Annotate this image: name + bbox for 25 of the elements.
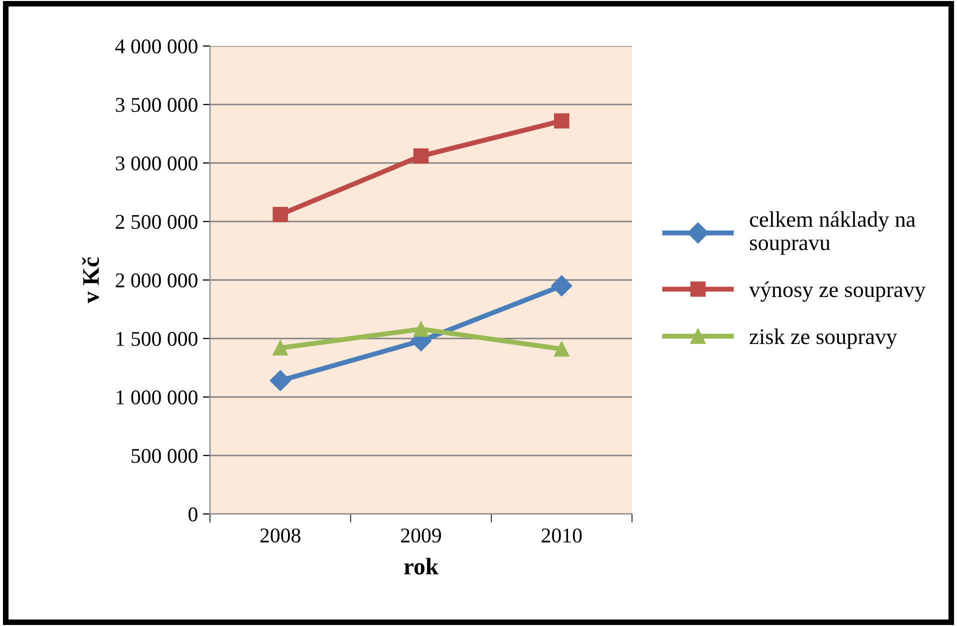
point <box>413 148 429 164</box>
legend-label: celkem náklady na soupravu <box>750 211 916 255</box>
x-tick-label: 2008 <box>260 528 300 543</box>
x-axis-title: rok <box>404 558 438 575</box>
y-tick-label: 0 <box>188 507 198 522</box>
legend-label: výnosy ze soupravy <box>749 281 926 302</box>
x-tick-label: 2010 <box>542 528 582 543</box>
point <box>272 340 288 356</box>
y-axis-title: v Kč <box>82 257 99 304</box>
y-tick-label: 1 000 000 <box>116 390 198 404</box>
x-tick-label: 2009 <box>401 528 441 543</box>
y-tick-label: 4 000 000 <box>115 39 198 54</box>
point <box>413 322 429 337</box>
y-tick-label: 3 000 000 <box>116 156 198 170</box>
y-tick-label: 500 000 <box>132 448 198 463</box>
point <box>554 341 570 357</box>
point <box>270 370 291 392</box>
point <box>272 206 288 222</box>
point <box>554 113 570 129</box>
y-tick-label: 1 500 000 <box>116 332 198 346</box>
legend-label: zisk ze soupravy <box>750 328 898 349</box>
y-tick-label: 3 500 000 <box>116 98 198 112</box>
point <box>551 275 572 296</box>
y-tick-label: 2 000 000 <box>116 273 198 288</box>
y-tick-label: 2 500 000 <box>116 214 198 229</box>
